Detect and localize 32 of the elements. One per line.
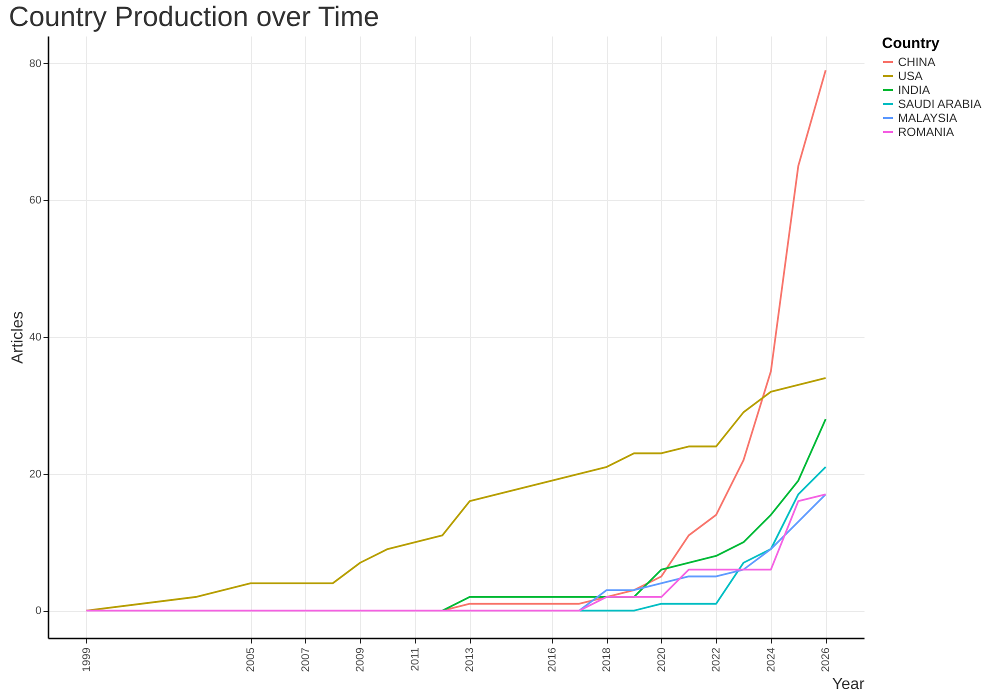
legend-label: MALAYSIA [898, 111, 958, 125]
legend-label: CHINA [898, 55, 936, 69]
x-tick-label: 2022 [710, 648, 723, 672]
legend-label: ROMANIA [898, 125, 954, 139]
x-tick-label: 2013 [464, 648, 476, 672]
line-series [578, 466, 827, 612]
x-tick-label: 2020 [656, 648, 668, 672]
x-tick-label: 1999 [80, 648, 93, 672]
y-axis-title: Articles [9, 311, 26, 364]
y-tick-label: 80 [29, 58, 42, 70]
x-tick-label: 2005 [245, 648, 258, 672]
y-tick-label: 40 [29, 332, 42, 344]
line-series [85, 377, 827, 612]
x-tick-label: 2026 [820, 648, 832, 672]
x-tick-label: 2007 [300, 648, 312, 672]
legend-label: USA [898, 69, 923, 83]
x-tick-label: 2024 [765, 648, 778, 672]
x-tick-label: 2018 [601, 648, 614, 672]
x-tick-label: 2016 [546, 648, 558, 672]
line-series [85, 493, 827, 612]
y-tick-label: 0 [35, 605, 42, 618]
line-series [441, 418, 827, 612]
x-tick-label: 2009 [354, 648, 367, 672]
x-axis-title: Year [832, 676, 866, 693]
legend-label: SAUDI ARABIA [898, 97, 982, 111]
chart-title: Country Production over Time [8, 1, 380, 32]
legend-label: INDIA [898, 83, 930, 97]
y-tick-label: 20 [29, 468, 42, 480]
legend-title: Country [882, 35, 940, 52]
line-series [578, 493, 827, 612]
y-tick-label: 60 [29, 194, 42, 207]
x-tick-label: 2011 [409, 648, 422, 672]
